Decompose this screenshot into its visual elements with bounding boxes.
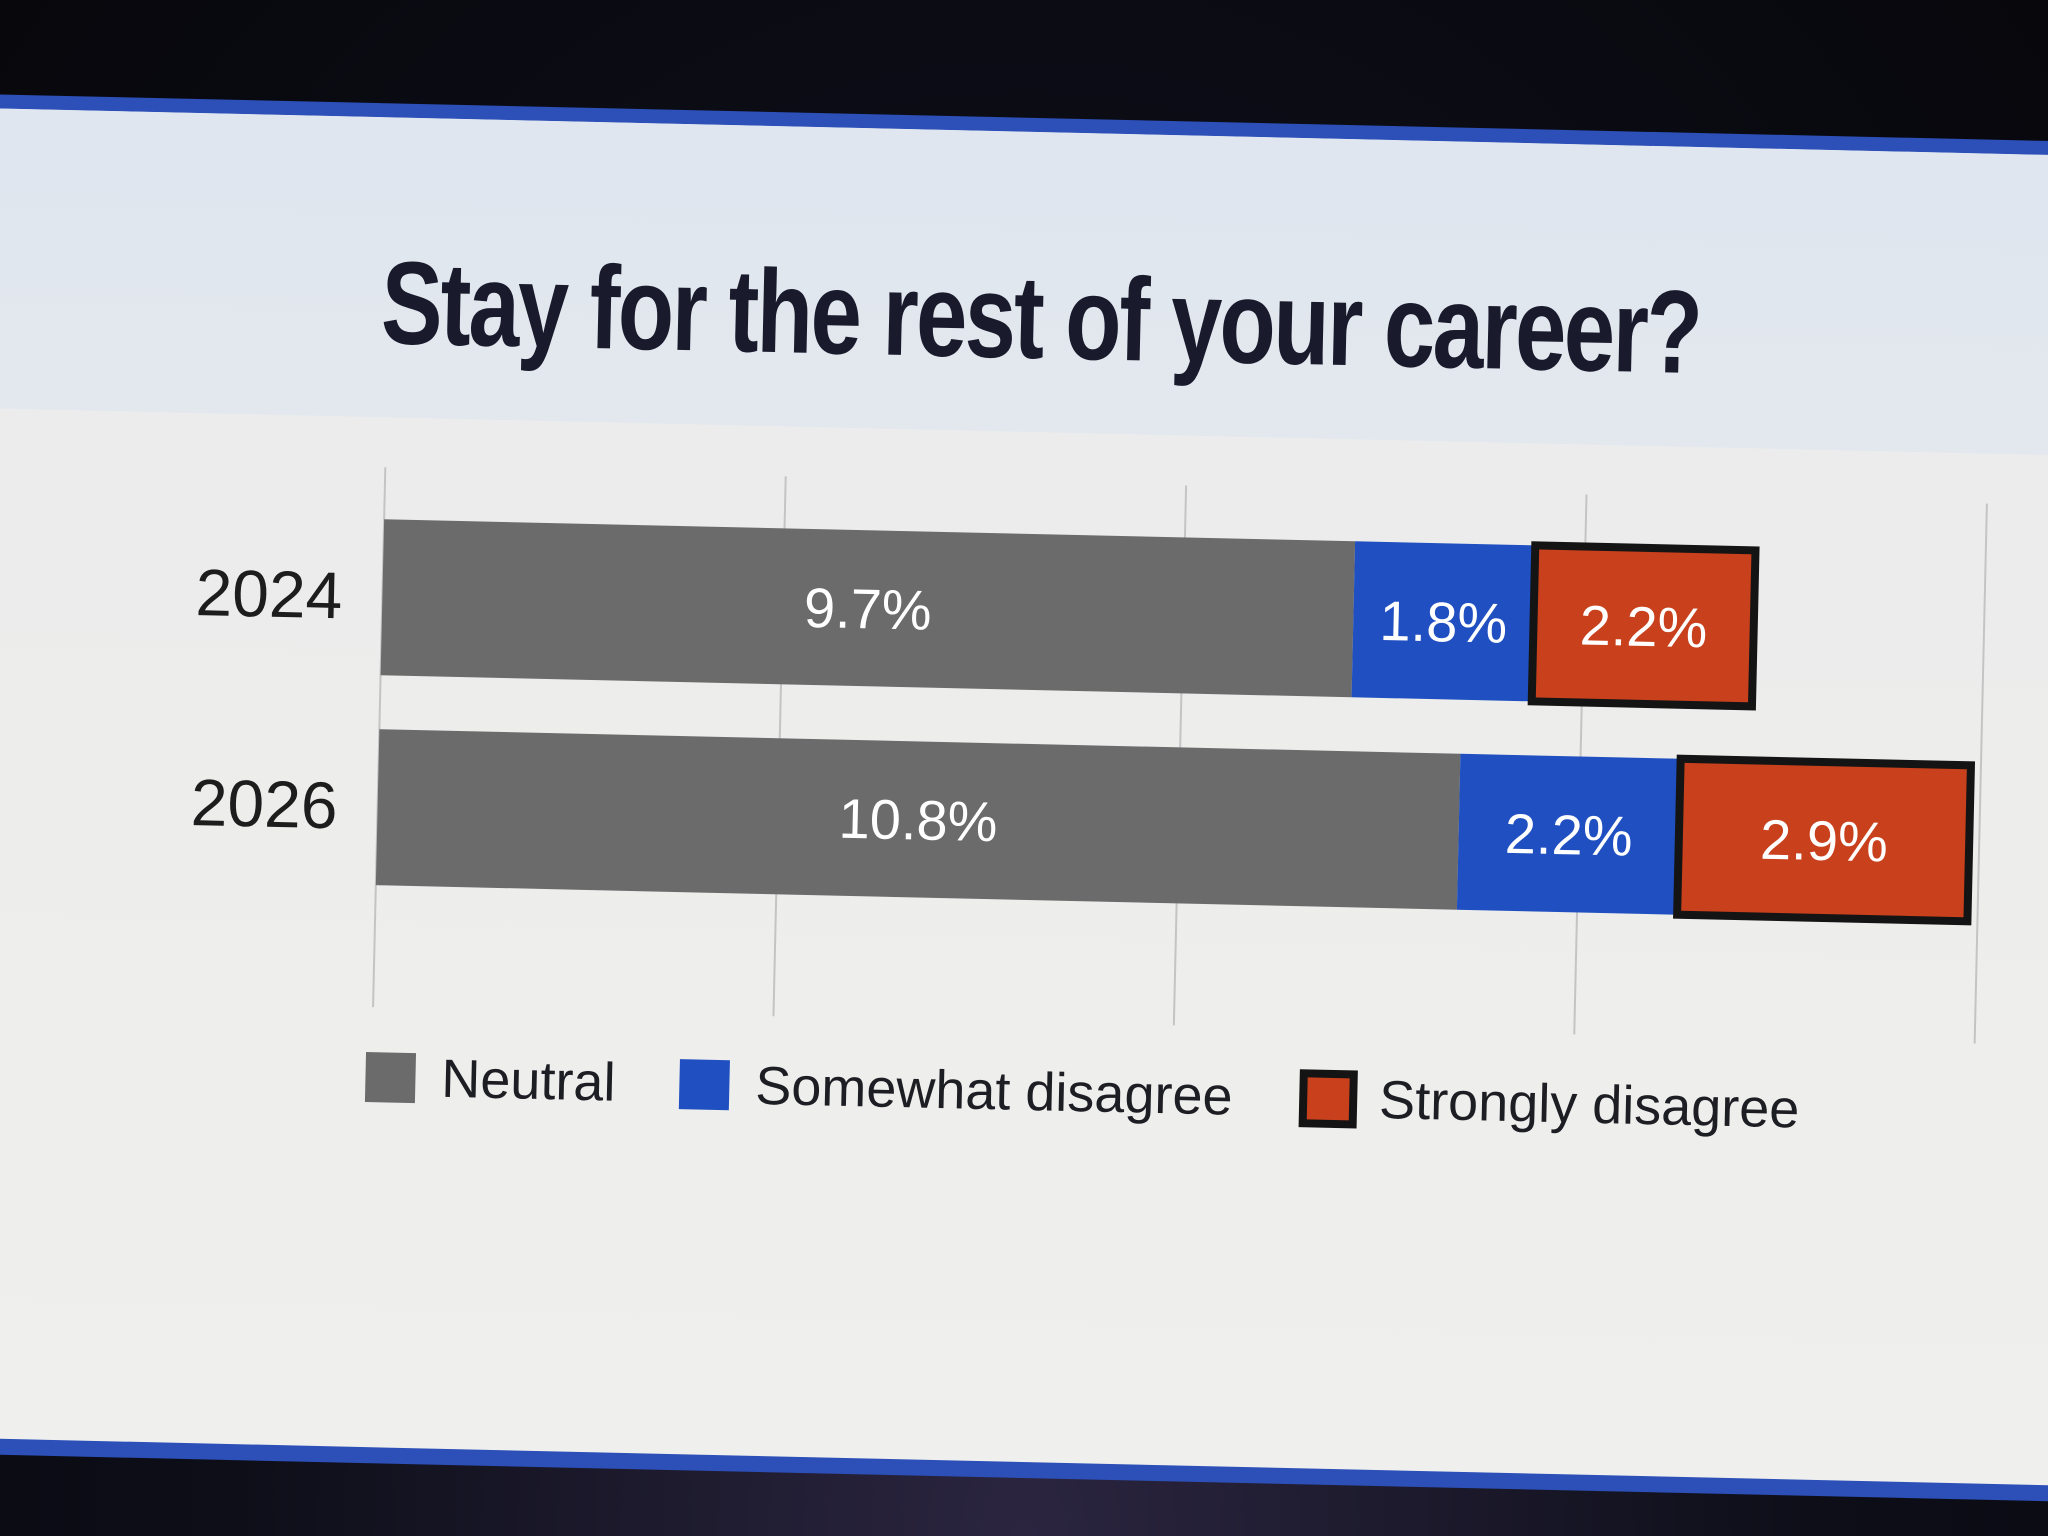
data-label: 2.9%	[1760, 808, 1889, 874]
legend-swatch	[678, 1059, 730, 1111]
stacked-bar-chart: 2024 9.7% 1.8% 2.2% 2026 10.8% 2.2% 2.9% Neutral…	[190, 467, 1988, 1140]
data-label: 2.2%	[1579, 593, 1708, 659]
slide: Stay for the rest of your career? 2024 9.…	[0, 108, 2048, 1486]
legend-swatch	[364, 1052, 417, 1104]
bar-segment	[375, 729, 1461, 910]
legend-label: Somewhat disagree	[755, 1056, 1234, 1127]
bar-segment	[1351, 541, 1536, 702]
bar-segment	[1673, 754, 1976, 926]
bar-segment	[1456, 753, 1681, 915]
legend-label: Strongly disagree	[1379, 1070, 1801, 1140]
gridline	[1973, 503, 1988, 1044]
legend-label: Neutral	[441, 1049, 616, 1113]
bar-segment	[380, 519, 1356, 698]
bar-segment	[1527, 541, 1760, 711]
data-label: 10.8%	[838, 787, 998, 854]
category-label: 2024	[195, 555, 343, 632]
data-label: 2.2%	[1504, 802, 1633, 868]
data-label: 1.8%	[1379, 589, 1508, 655]
data-label: 9.7%	[803, 576, 932, 642]
category-label: 2026	[190, 765, 338, 842]
legend-swatch	[1298, 1069, 1358, 1129]
